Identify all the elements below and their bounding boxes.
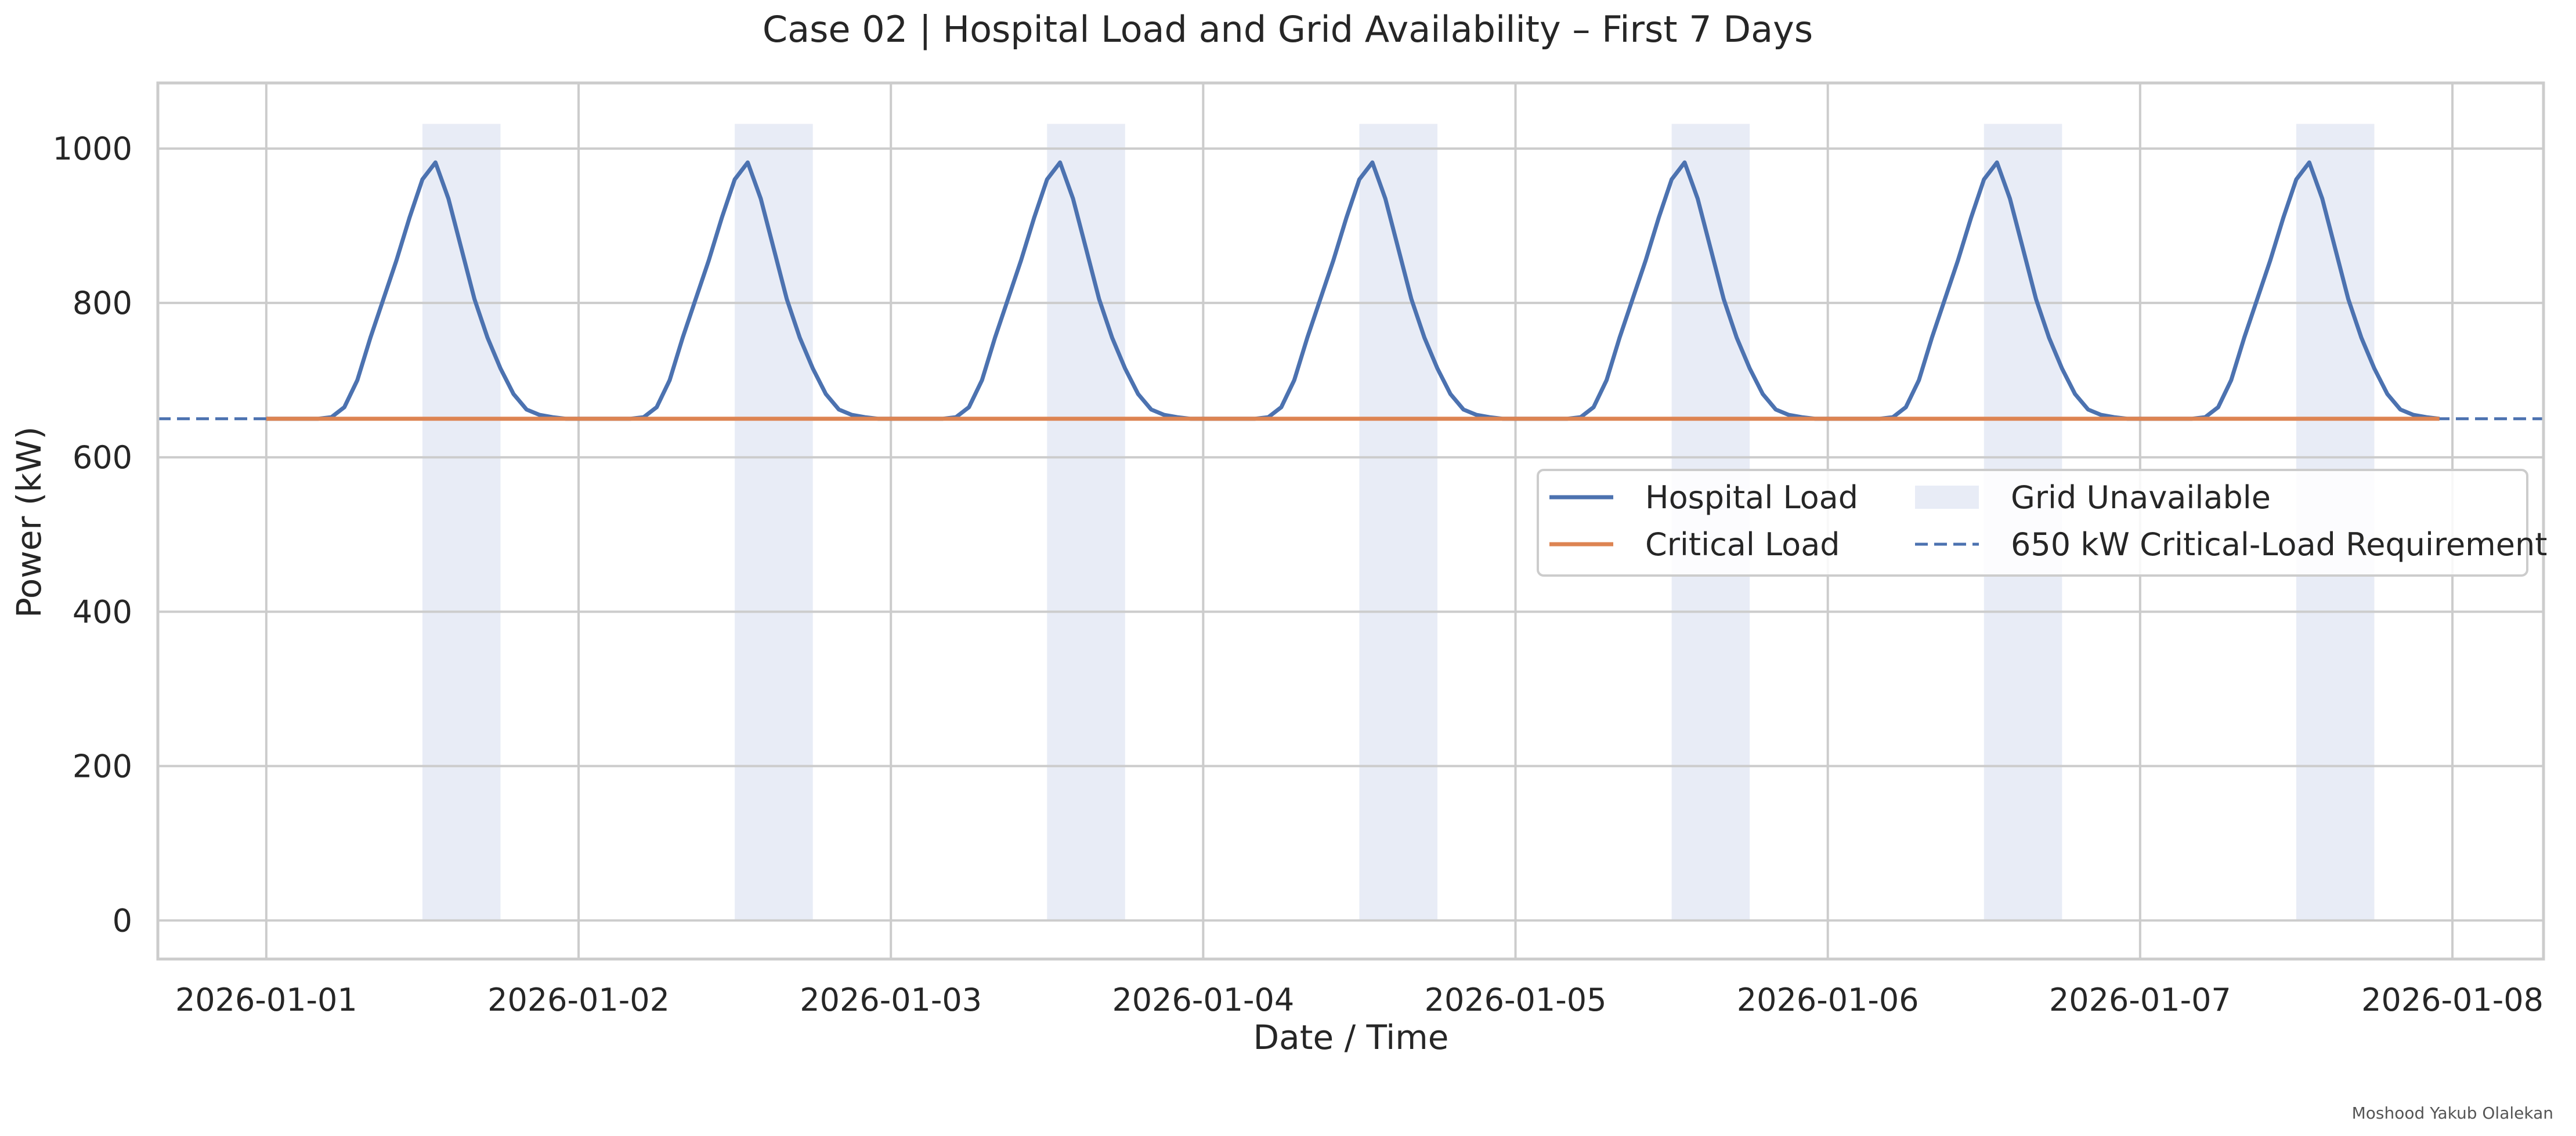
x-tick-label-5: 2026-01-05 (1425, 982, 1607, 1018)
legend-label-650-kw-critical-load-requirement: 650 kW Critical-Load Requirement (2011, 526, 2547, 563)
x-axis-label: Date / Time (1253, 1018, 1449, 1057)
x-tick-label-6: 2026-01-06 (1737, 982, 1919, 1018)
legend-swatch-grid-unavailable (1915, 486, 1979, 509)
y-tick-label-5: 800 (73, 285, 132, 321)
legend-label-hospital-load: Hospital Load (1645, 479, 1858, 516)
legend-box (1537, 469, 2528, 577)
y-tick-label-1: 0 (113, 902, 132, 939)
chart-title: Case 02 | Hospital Load and Grid Availab… (763, 8, 1813, 51)
x-tick-label-7: 2026-01-07 (2049, 982, 2231, 1018)
x-tick-labels: 2026-01-01 2026-01-02 2026-01-03 2026-01-04… (175, 982, 2544, 1018)
x-tick-label-4: 2026-01-04 (1112, 982, 1294, 1018)
x-tick-label-1: 2026-01-01 (175, 982, 357, 1018)
x-tick-label-8: 2026-01-08 (2361, 982, 2544, 1018)
x-tick-label-3: 2026-01-03 (800, 982, 982, 1018)
series-layer (158, 160, 2544, 421)
y-tick-labels: 0 200 400 600 800 1000 (53, 131, 132, 939)
y-tick-label-4: 600 (73, 439, 132, 476)
legend-label-critical-load: Critical Load (1645, 526, 1840, 563)
y-axis-label: Power (kW) (9, 426, 49, 618)
credit-text: Moshood Yakub Olalekan (2352, 1104, 2553, 1123)
x-tick-label-2: 2026-01-02 (487, 982, 670, 1018)
y-tick-label-2: 200 (73, 748, 132, 784)
y-tick-label-3: 400 (73, 594, 132, 630)
y-tick-label-6: 1000 (53, 131, 132, 167)
legend-label-grid-unavailable: Grid Unavailable (2011, 479, 2271, 516)
legend: Hospital Load Critical Load Grid Unavailab… (1537, 469, 2547, 577)
plot-area-frame (156, 81, 2545, 961)
